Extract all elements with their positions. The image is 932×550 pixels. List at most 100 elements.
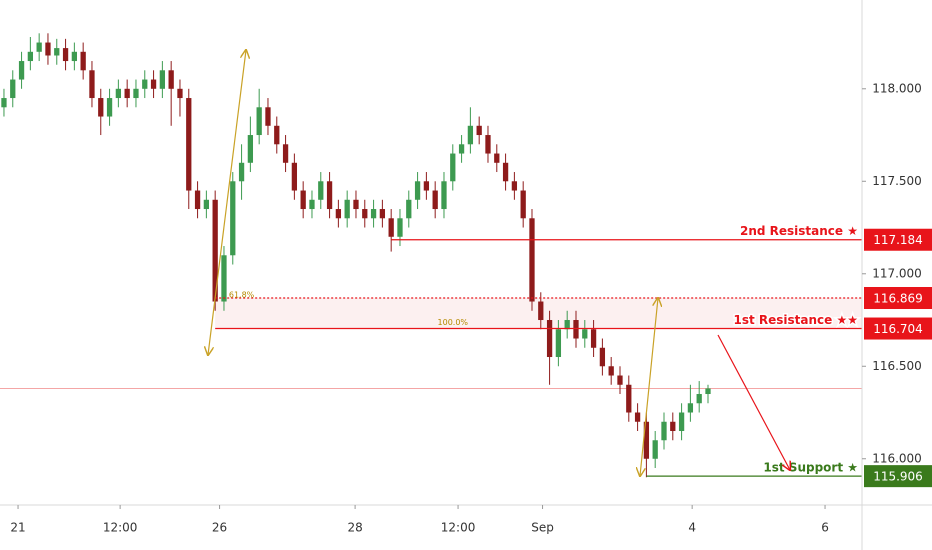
candle-body — [168, 70, 174, 89]
candle-body — [98, 98, 104, 117]
candle-body — [599, 347, 606, 367]
y-tick-label: 118.000 — [872, 81, 922, 95]
y-tick-label: 116.500 — [872, 359, 922, 373]
candle-body — [203, 199, 210, 210]
candle-body — [62, 48, 69, 62]
candle-body — [291, 162, 298, 191]
candle-body — [652, 440, 658, 459]
candle-body — [133, 88, 139, 99]
candle-body — [274, 125, 280, 145]
candle-body — [256, 107, 262, 136]
candle-body — [18, 61, 25, 80]
price-tag-label: 116.704 — [873, 322, 923, 336]
candle-body — [458, 144, 465, 154]
candle-body — [634, 412, 641, 422]
candle-body — [309, 199, 315, 210]
price-tag-label: 117.184 — [873, 233, 923, 247]
candle-body — [476, 125, 482, 136]
price-tag — [864, 465, 932, 488]
candle-body — [27, 51, 34, 62]
candle-body — [177, 88, 183, 99]
candle-body — [54, 48, 60, 56]
axes: 118.000 117.500 117.000 116.500 116.000 21 12:… — [10, 81, 932, 535]
x-tick-label: 12:00 — [441, 521, 476, 535]
measure-arrow — [208, 50, 246, 355]
candle-body — [626, 384, 632, 413]
candle-body — [344, 199, 350, 219]
candle-body — [45, 42, 51, 56]
candle-body — [529, 218, 535, 302]
level-label: 2nd Resistance ★ — [740, 224, 858, 238]
candle-body — [441, 181, 447, 210]
candle-body — [318, 181, 324, 200]
candle-body — [335, 209, 342, 219]
y-tick-label: 117.500 — [872, 174, 922, 188]
fib-label: 100.0% — [438, 318, 469, 327]
candle-body — [370, 209, 377, 219]
price-tag-label: 115.906 — [873, 470, 923, 484]
candle-body — [687, 403, 694, 413]
candle-body — [538, 301, 544, 321]
fib-label: 61.8% — [229, 291, 255, 300]
candle-body — [511, 181, 518, 191]
forecast-arrow — [717, 334, 790, 470]
candle-body — [221, 255, 227, 302]
candle-body — [564, 320, 570, 330]
candle-body — [467, 125, 474, 145]
candle-body — [546, 320, 553, 358]
candle-body — [265, 107, 271, 126]
price-tag-label: 116.869 — [873, 292, 923, 306]
candle-body — [89, 70, 95, 99]
candle-body — [608, 366, 614, 376]
candle-body — [124, 88, 130, 99]
candle-body — [502, 162, 509, 182]
candle-body — [485, 135, 491, 154]
candle-body — [555, 329, 562, 358]
candle-body — [406, 199, 412, 219]
candle-body — [582, 329, 588, 339]
candle-body — [194, 190, 201, 210]
y-tick-label: 116.000 — [872, 451, 922, 465]
candle-body — [71, 51, 78, 62]
candle-body — [617, 375, 623, 385]
candle-body — [494, 153, 500, 163]
candle-body — [397, 218, 403, 237]
level-label: 1st Support ★ — [763, 461, 858, 475]
candle-body — [326, 181, 333, 210]
candle-body — [159, 70, 166, 89]
y-tick-label: 117.000 — [872, 266, 922, 280]
candle-body — [670, 421, 676, 432]
x-tick-label: 21 — [10, 521, 25, 535]
candle-body — [186, 98, 192, 191]
candle-body — [520, 190, 526, 219]
candle-body — [36, 42, 42, 52]
price-tag — [864, 287, 932, 310]
candle-body — [1, 98, 7, 108]
candle-body — [414, 181, 421, 200]
x-tick-label: 4 — [688, 521, 696, 535]
candle-body — [10, 79, 16, 99]
x-tick-label: 6 — [821, 521, 829, 535]
candle-body — [282, 144, 289, 163]
candle-body — [247, 135, 254, 163]
candle-body — [379, 209, 386, 219]
candle-body — [142, 79, 148, 89]
candle-body — [353, 199, 359, 210]
candle-body — [230, 181, 236, 256]
plot: 2nd Resistance ★ 1st Resistance ★★ 1st Sup… — [0, 33, 862, 478]
candle-body — [450, 153, 456, 182]
candle-body — [661, 421, 667, 441]
candle-body — [362, 209, 368, 219]
candle-body — [115, 88, 122, 99]
measure-arrow — [640, 298, 658, 476]
x-tick-label: 12:00 — [103, 521, 138, 535]
candle-body — [432, 190, 438, 210]
candle-body — [590, 329, 597, 348]
candle-body — [573, 320, 579, 339]
candle-body — [696, 394, 702, 404]
candle-body — [106, 98, 113, 117]
candle-body — [705, 388, 711, 395]
candle-body — [150, 79, 157, 89]
